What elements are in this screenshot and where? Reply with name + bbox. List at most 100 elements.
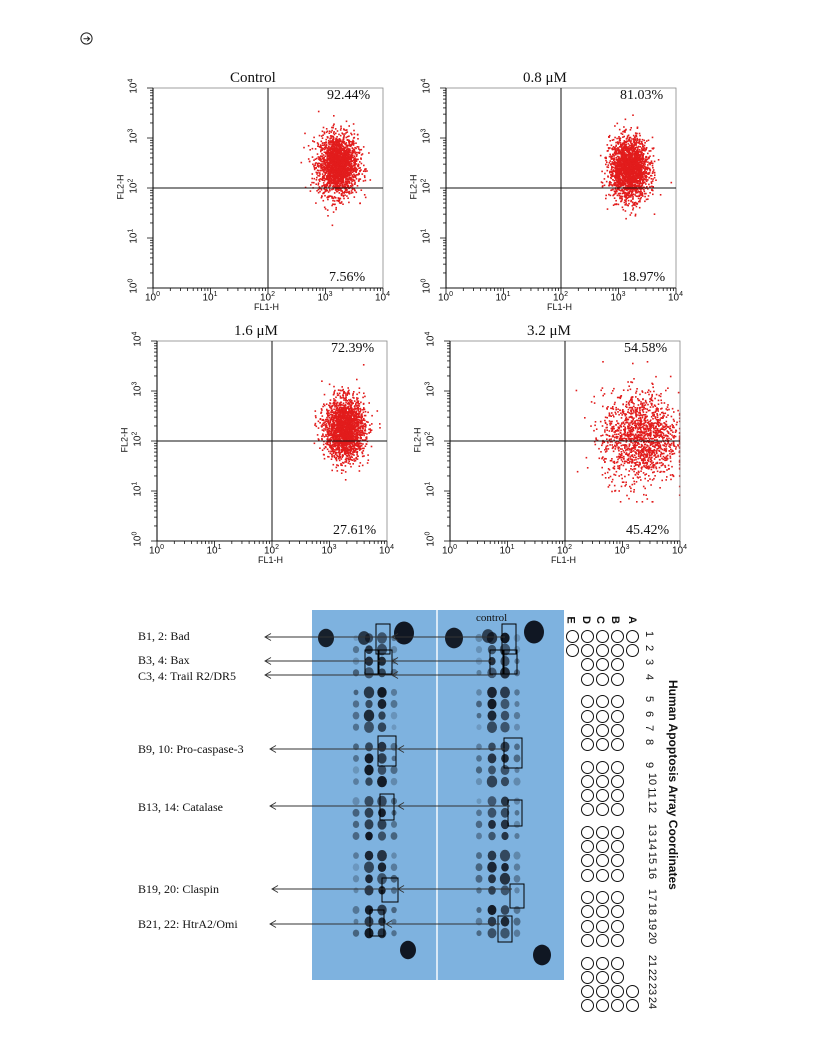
array-spot [487, 850, 497, 861]
array-spot [488, 886, 496, 895]
lower-right-percent: 45.42% [626, 523, 670, 538]
flow-plot [151, 340, 388, 547]
array-spot [363, 709, 375, 722]
array-spot [390, 700, 398, 708]
row-letter: A [625, 616, 638, 624]
coordinate-circle [611, 840, 624, 854]
array-spot [501, 831, 509, 841]
array-spot [377, 775, 387, 788]
array-spot [378, 917, 386, 926]
array-spot [378, 808, 386, 818]
coordinate-circle [596, 695, 609, 709]
array-spot [500, 807, 510, 818]
arrowhead-icon [264, 657, 272, 665]
coordinate-circle [611, 658, 624, 672]
coordinate-circle [611, 644, 624, 658]
reference-spot [400, 940, 416, 960]
coordinate-circle [596, 644, 609, 658]
array-spot [391, 634, 397, 642]
coordinate-circle [581, 970, 594, 984]
coordinate-circle [596, 825, 609, 839]
coordinate-circle [581, 774, 594, 788]
array-spot [513, 711, 521, 720]
array-spot [352, 657, 360, 665]
coordinate-circle [596, 854, 609, 868]
coordinate-number: 23 [646, 982, 659, 996]
coordinate-number: 2 [643, 645, 656, 652]
highlight-box [489, 649, 505, 675]
array-spot [390, 765, 398, 775]
highlight-box [369, 909, 385, 937]
array-spot [514, 723, 520, 731]
x-tick-label: 100 [438, 291, 454, 304]
highlight-box [364, 649, 380, 675]
y-axis-label: FL2-H [115, 174, 126, 200]
array-spot [364, 721, 374, 733]
array-spot [377, 795, 387, 807]
array-label: B19, 20: Claspin [138, 882, 220, 896]
coordinates-title: Human Apoptosis Array Coordinates [666, 680, 680, 890]
array-spot [500, 885, 510, 896]
array-spot [514, 701, 520, 707]
panel-title: 0.8 μM [523, 70, 567, 86]
coordinate-circle [611, 789, 624, 802]
y-tick-label: 104 [424, 331, 437, 347]
array-spot [365, 874, 373, 884]
array-label: B9, 10: Pro-caspase-3 [138, 742, 244, 756]
coordinate-circle [611, 672, 624, 686]
coordinate-number: 22 [646, 968, 659, 981]
array-spot [352, 808, 360, 817]
flow-panel: 0.8 μM 81.03% 18.97% 100 100 101 101 102 102 103 1… [406, 70, 686, 315]
array-spot [488, 874, 496, 884]
array-spot [364, 905, 374, 915]
panel-title: 3.2 μM [527, 323, 571, 339]
lower-right-percent: 27.61% [333, 523, 377, 538]
array-spot [476, 712, 482, 719]
coordinate-circle [611, 933, 624, 947]
coordinate-circle [596, 723, 609, 737]
array-spot [476, 755, 482, 762]
coordinate-circle [581, 658, 594, 672]
y-axis-label: FL2-H [412, 427, 423, 453]
panel-title: 1.6 μM [234, 323, 278, 339]
coordinate-circle [581, 789, 594, 802]
array-spot [475, 646, 483, 654]
coordinate-circle [581, 803, 594, 817]
array-spot [352, 820, 360, 829]
array-spot [487, 667, 497, 679]
x-tick-label: 103 [610, 291, 626, 304]
coordinate-circle [581, 644, 594, 658]
array-spot [487, 916, 497, 927]
upper-right-percent: 92.44% [327, 88, 371, 103]
array-spot [513, 874, 521, 883]
y-tick-label: 100 [127, 278, 140, 294]
array-spot [377, 632, 387, 644]
array-spot [353, 918, 359, 925]
y-tick-label: 102 [127, 178, 140, 194]
array-spot [514, 887, 520, 894]
array-spot [488, 657, 496, 666]
y-tick-label: 104 [127, 78, 140, 94]
x-tick-label: 104 [672, 544, 688, 557]
array-spot [352, 700, 360, 708]
flow-panel: 3.2 μM 54.58% 45.42% 100 100 101 101 102 102 103 1… [410, 323, 690, 568]
array-spot [391, 755, 397, 762]
coordinate-circle [596, 760, 609, 774]
array-spot [391, 724, 397, 731]
array-spot [352, 832, 360, 840]
y-axis-label: FL2-H [408, 174, 419, 200]
array-spot [364, 667, 374, 679]
coordinate-circle [581, 891, 594, 905]
row-letter: B [608, 616, 621, 624]
x-tick-label: 102 [264, 544, 280, 557]
array-spot [352, 875, 360, 883]
coordinate-circle [581, 723, 594, 737]
highlight-box [509, 883, 525, 909]
x-tick-label: 103 [614, 544, 630, 557]
array-spot [475, 874, 483, 883]
event-cloud [599, 114, 673, 220]
arrowhead-icon [271, 885, 279, 893]
coordinate-number: 3 [643, 659, 656, 666]
x-tick-label: 102 [553, 291, 569, 304]
array-spot [500, 927, 510, 939]
